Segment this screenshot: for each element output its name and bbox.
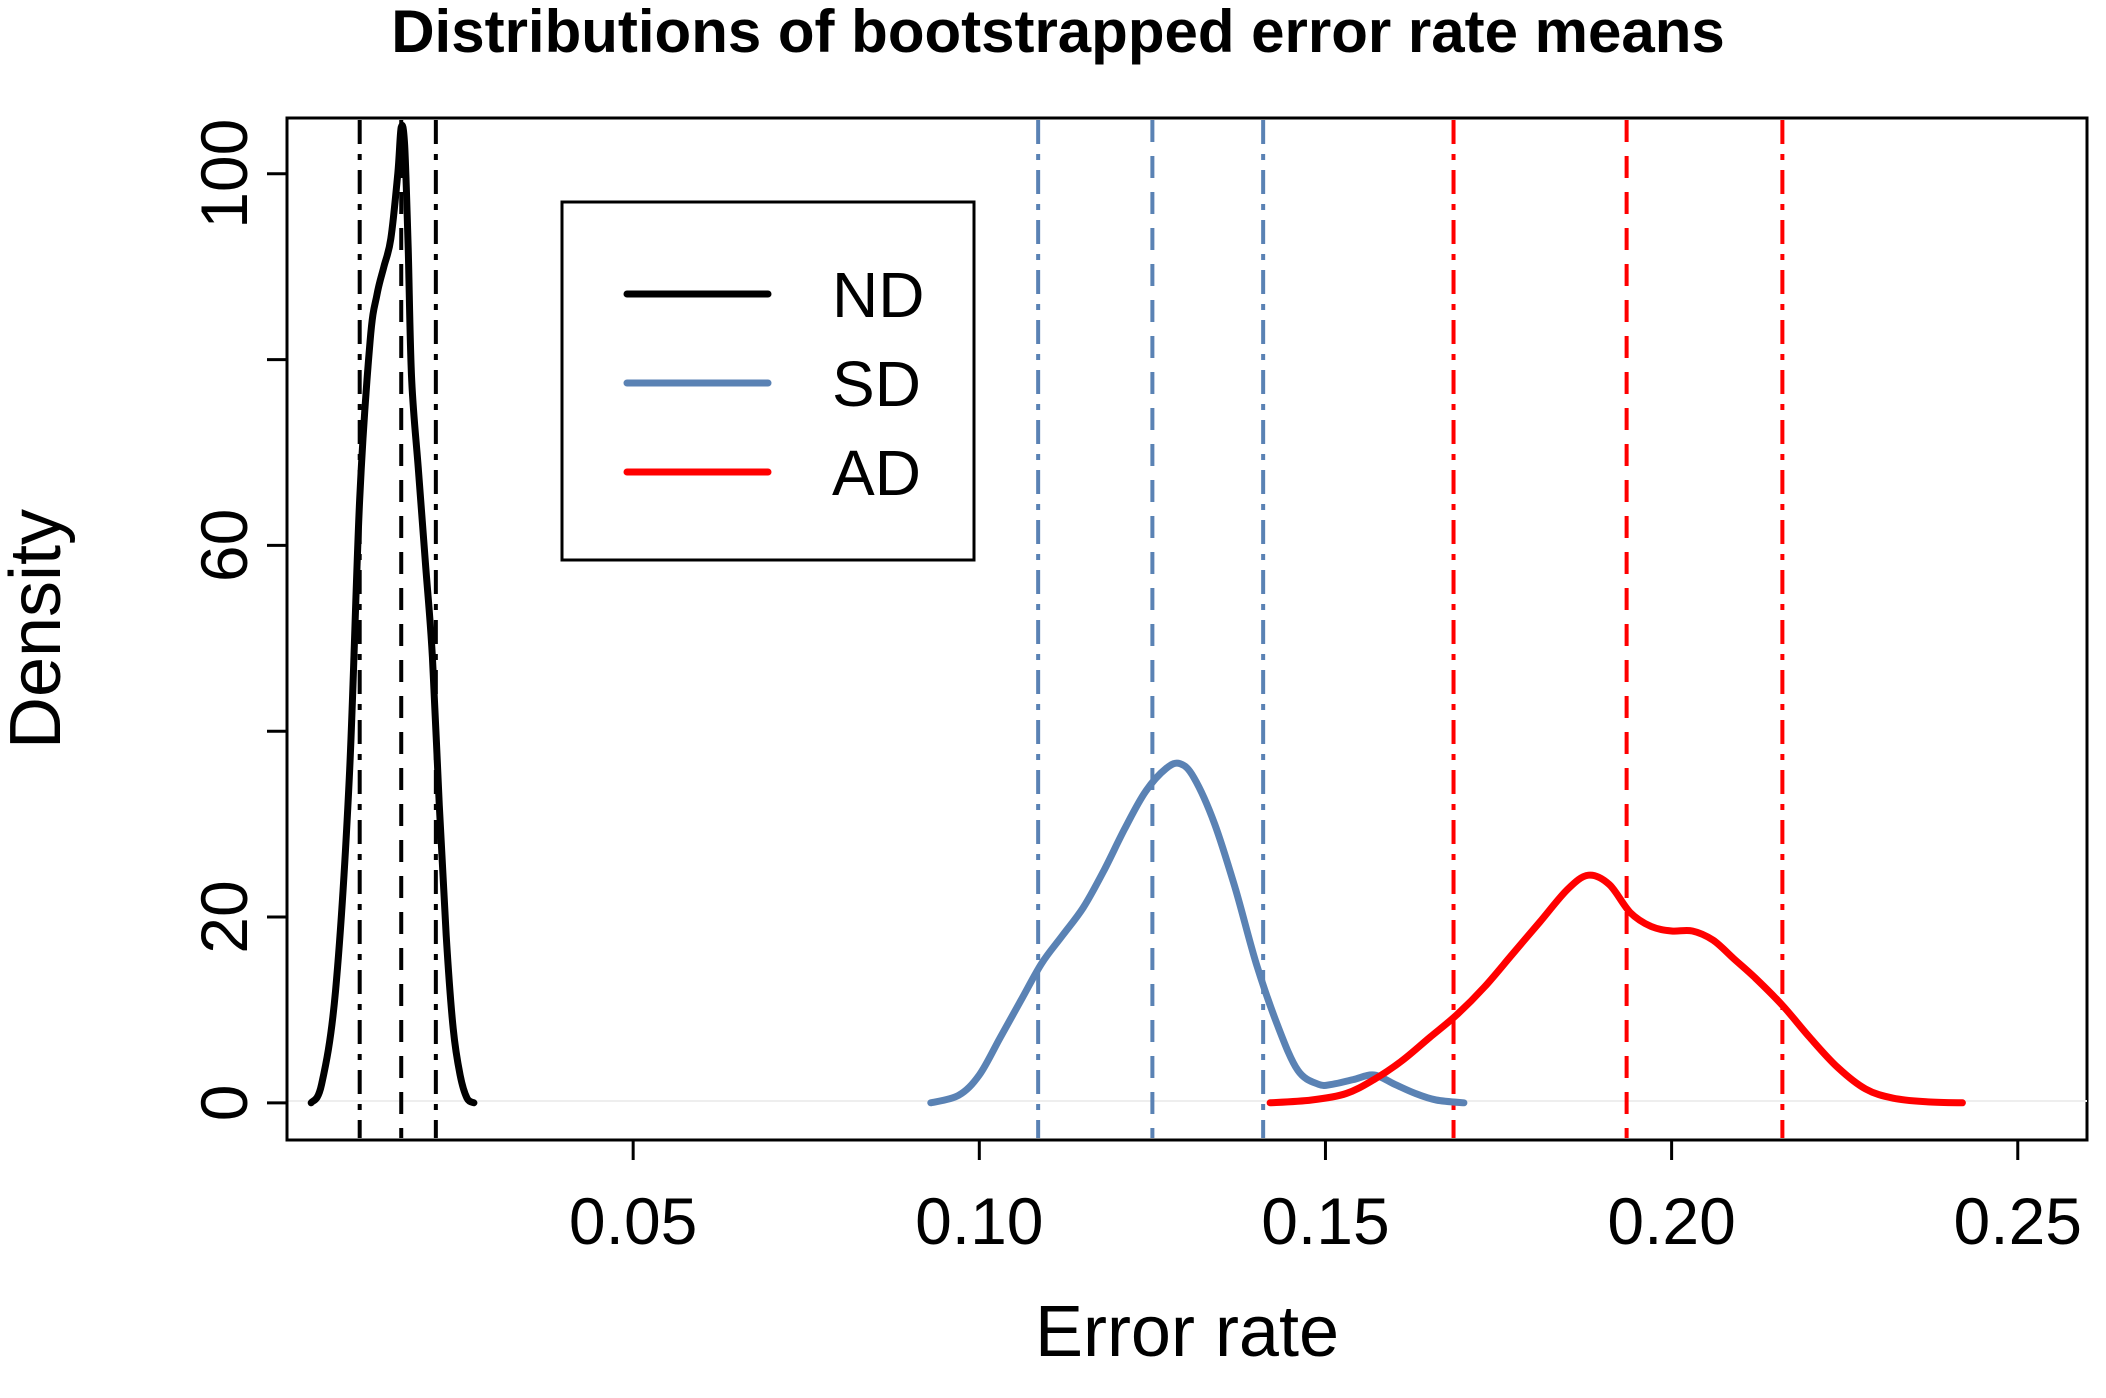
x-tick-label: 0.20 (1607, 1184, 1735, 1258)
x-tick-label: 0.10 (915, 1184, 1043, 1258)
series-nd-curve (307, 121, 478, 1107)
series-ad-curve (1266, 871, 1966, 1107)
y-tick-label: 100 (187, 119, 261, 229)
legend-label-ad: AD (832, 437, 921, 509)
y-tick-label: 20 (187, 880, 261, 953)
y-axis-label: Density (0, 509, 76, 749)
legend-label-nd: ND (832, 259, 924, 331)
x-axis: 0.05 0.10 0.15 0.20 0.25 (569, 1138, 2082, 1258)
y-tick-label: 0 (187, 1084, 261, 1121)
legend-label-sd: SD (832, 348, 921, 420)
density-curves (307, 121, 1966, 1107)
x-tick-label: 0.15 (1261, 1184, 1389, 1258)
y-axis: 0 20 60 100 (187, 119, 289, 1121)
x-axis-label: Error rate (1035, 1292, 1339, 1372)
chart-title: Distributions of bootstrapped error rate… (391, 0, 1725, 65)
y-tick-label: 60 (187, 509, 261, 582)
plot-frame (285, 116, 2089, 1142)
series-sd-curve (927, 759, 1468, 1107)
reference-lines (357, 120, 1785, 1138)
legend: ND SD AD (560, 200, 976, 562)
x-tick-label: 0.25 (1954, 1184, 2082, 1258)
x-tick-label: 0.05 (569, 1184, 697, 1258)
